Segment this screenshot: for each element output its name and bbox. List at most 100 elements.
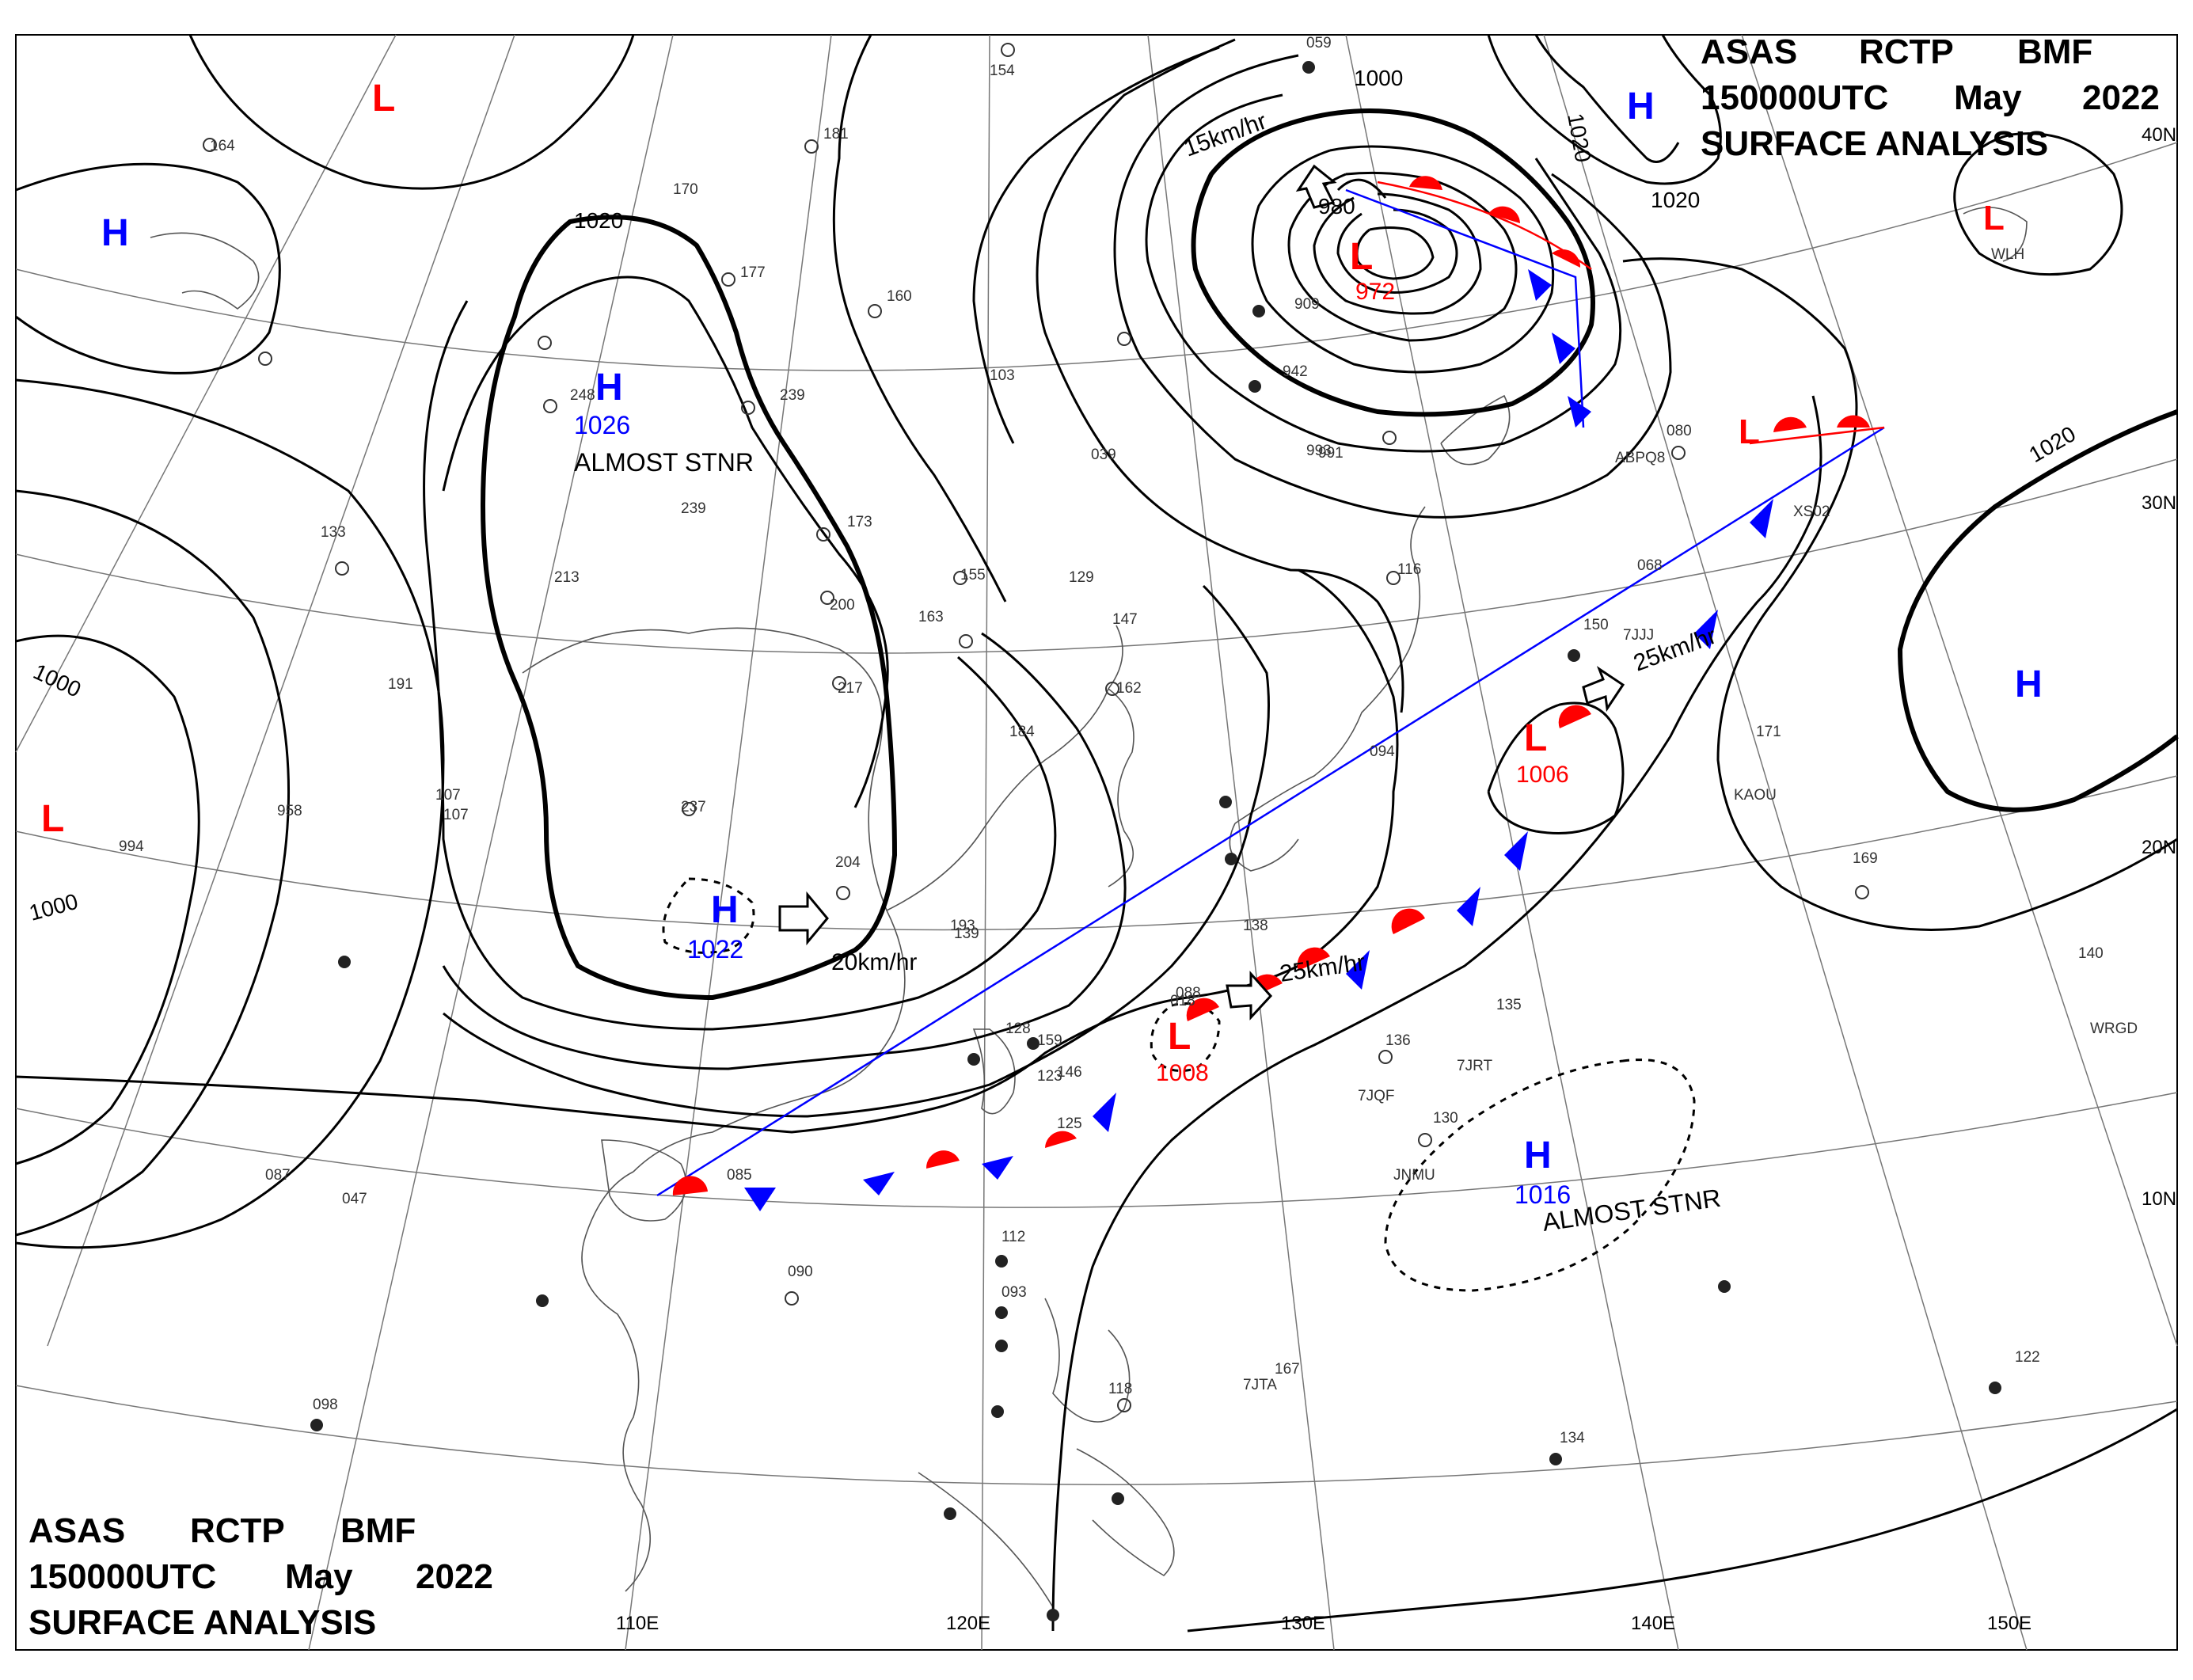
station-pressure-value: 094 [1370, 743, 1395, 760]
high-center-symbol: H [595, 367, 623, 409]
station-id: KAOU [1734, 787, 1777, 804]
high-center-value: 1026 [574, 411, 630, 439]
low-center-value: 1008 [1156, 1060, 1209, 1086]
header-center: RCTP [190, 1511, 285, 1550]
header-title: SURFACE ANALYSIS [1701, 124, 2048, 163]
station-pressure-value: 147 [1112, 611, 1138, 628]
station-pressure-value: 159 [1037, 1032, 1062, 1049]
cold-front-barb [744, 1188, 776, 1211]
high-center-symbol: H [711, 889, 739, 931]
station-pressure-value: 107 [443, 807, 469, 823]
high-center-symbol: H [2015, 663, 2043, 705]
isobar-label: 1020 [1651, 188, 1700, 212]
cold-front-barb [1694, 610, 1718, 649]
station-id: 7JQF [1358, 1088, 1394, 1104]
station-id: WLH [1991, 246, 2024, 263]
station-markers-filled [310, 61, 2001, 1621]
station-pressure-value: 138 [1243, 918, 1268, 934]
fronts [656, 176, 1885, 1211]
lon-label: 120E [946, 1613, 990, 1634]
station-pressure-value: 154 [990, 63, 1015, 79]
warm-front-semicircle [925, 1150, 960, 1169]
motion-arrow-1008 [1226, 971, 1273, 1021]
isobar-label: 1020 [574, 208, 623, 233]
station-id: WRGD [2090, 1021, 2138, 1037]
cold-front-barb [1528, 269, 1552, 301]
station-pressure-value: 085 [727, 1167, 752, 1184]
warm-front-semicircle [672, 1176, 708, 1195]
cold-front-barb [1552, 333, 1575, 364]
station-pressure-value: 181 [823, 126, 849, 143]
cold-front-barb [1093, 1093, 1116, 1132]
station-pressure-value: 213 [554, 569, 580, 586]
station-pressure-value: 090 [788, 1264, 813, 1280]
station-pressure-value: 116 [1397, 561, 1421, 578]
high-center-value: 1016 [1515, 1180, 1571, 1209]
graticule [15, 34, 2178, 1651]
cold-front-barb [1346, 950, 1370, 990]
warm-front-east-line [1749, 426, 1885, 445]
cold-front-barb [1750, 499, 1773, 538]
header-time: 150000UTC [29, 1557, 216, 1596]
station-pressure-value: 059 [1306, 35, 1332, 51]
cold-front-north-line [1345, 188, 1585, 428]
header-top: ASAS RCTP BMF 150000UTC May 2022 SURFACE… [1701, 32, 2160, 163]
high-center-symbol: H [1524, 1135, 1552, 1176]
station-pressure-value: 191 [388, 676, 413, 693]
warm-front-semicircle [1558, 705, 1591, 728]
station-pressure-value: 068 [1637, 557, 1663, 574]
station-pressure-value: 237 [681, 799, 706, 815]
station-pressure-value: 039 [1091, 447, 1116, 463]
lon-label: 130E [1281, 1613, 1325, 1634]
header-bottom: ASAS RCTP BMF 150000UTC May 2022 SURFACE… [29, 1511, 493, 1642]
low-center-symbol: L [41, 798, 64, 840]
station-pressure-value: 135 [1496, 997, 1522, 1013]
station-pressure-value: 088 [1176, 985, 1201, 1002]
station-pressure-value: 123 [1037, 1068, 1062, 1085]
station-pressure-value: 134 [1560, 1430, 1585, 1446]
low-center-symbol: L [372, 78, 395, 120]
station-pressure-value: 118 [1108, 1381, 1132, 1397]
isobar-label: 980 [1318, 194, 1355, 219]
station-pressure-value: 993 [1306, 443, 1332, 459]
header-title: SURFACE ANALYSIS [29, 1603, 376, 1642]
lat-label: 30N [2142, 492, 2176, 514]
station-id: JNMU [1393, 1167, 1435, 1184]
station-pressure-value: 047 [342, 1191, 367, 1207]
cold-front-barb [1504, 831, 1528, 871]
station-id: 7JTA [1243, 1377, 1277, 1393]
motion-arrow-972 [1295, 164, 1337, 209]
station-pressure-value: 204 [835, 854, 861, 871]
cold-front-barb [1457, 887, 1480, 926]
station-pressure-value: 193 [950, 918, 975, 934]
station-pressure-value: 103 [990, 367, 1015, 384]
station-pressure-value: 018 [1170, 993, 1195, 1009]
station-id: 7JRT [1457, 1058, 1492, 1074]
low-center-symbol: L [1168, 1016, 1191, 1058]
station-pressure-value: 217 [838, 680, 863, 697]
header-month: May [285, 1557, 353, 1596]
header-time: 150000UTC [1701, 78, 1888, 117]
lon-label: 110E [616, 1613, 659, 1634]
station-observations: 154 164 181 170 177 160 239 248 239 133 213 191 958 1… [119, 35, 2104, 1446]
high-center-value: 1022 [687, 935, 743, 964]
station-pressure-value: 171 [1756, 724, 1781, 740]
station-pressure-value: 200 [830, 597, 855, 614]
station-pressure-value: 093 [1001, 1284, 1027, 1301]
high-center-symbol: H [1627, 86, 1655, 127]
warm-front-semicircle [1297, 947, 1330, 971]
station-pressure-value: 248 [570, 387, 595, 404]
station-pressure-value: 128 [1005, 1021, 1031, 1037]
lon-label: 150E [1987, 1613, 2031, 1634]
station-pressure-value: 184 [1009, 724, 1035, 740]
station-id: XS02 [1793, 504, 1830, 520]
coastlines [150, 207, 2028, 1608]
lat-label: 40N [2142, 124, 2176, 146]
station-pressure-value: 155 [960, 567, 986, 583]
isobar-label: 1000 [1354, 66, 1403, 90]
station-pressure-value: 994 [119, 838, 144, 855]
station-id: ABPQ8 [1615, 450, 1665, 466]
station-pressure-value: 150 [1583, 617, 1609, 633]
low-center-symbol: L [1524, 717, 1547, 759]
